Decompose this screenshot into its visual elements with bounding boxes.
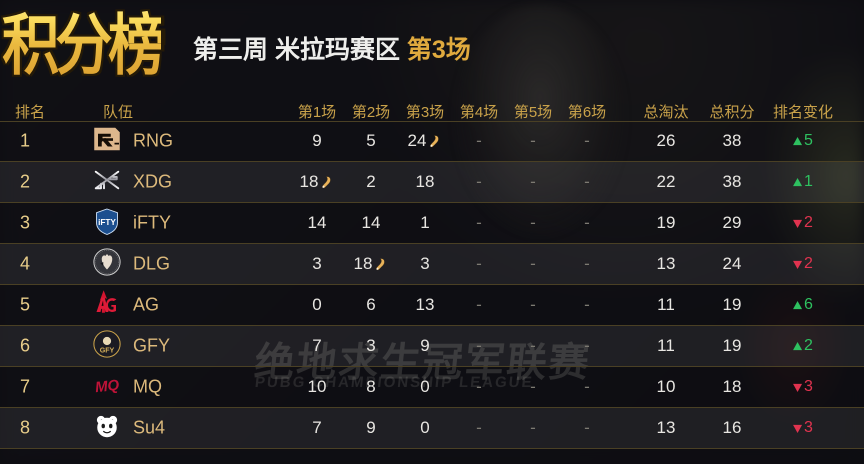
svg-text:MQ: MQ: [94, 377, 120, 396]
svg-text:iFTY: iFTY: [98, 218, 116, 227]
svg-text:GFY: GFY: [100, 346, 115, 354]
